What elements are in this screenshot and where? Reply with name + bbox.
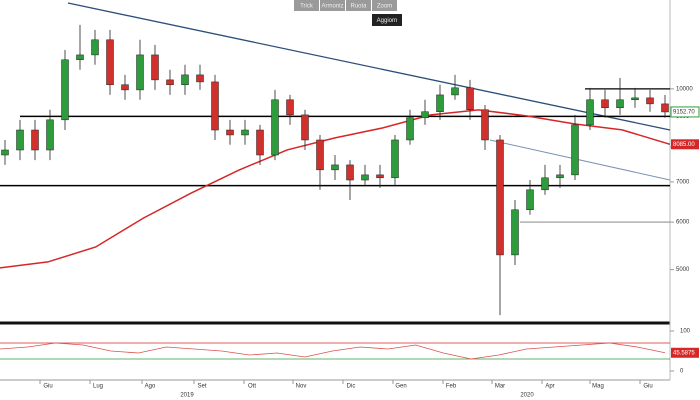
candle-body [436, 94, 444, 112]
last-price-label: 9152.70 [673, 110, 695, 116]
candle-body [286, 99, 294, 116]
candle-body [661, 103, 669, 113]
candle-body [511, 209, 519, 256]
x-tick-label: Nov [296, 384, 307, 390]
candle-body [151, 54, 159, 81]
candle-body [631, 97, 639, 101]
candle-body [46, 119, 54, 151]
candle-body [61, 59, 69, 121]
x-tick-label: Giu [643, 384, 652, 390]
toolbar-button-label[interactable]: Zoom [377, 4, 392, 10]
trendline [67, 2, 671, 131]
indicator-value-box [671, 347, 699, 358]
year-label: 2019 [180, 393, 194, 399]
moving-average [0, 109, 671, 269]
candle-body [121, 84, 129, 91]
candle-body [256, 129, 264, 156]
candle-body [376, 174, 384, 179]
candle-body [16, 129, 24, 151]
y-tick-label: 7000 [676, 179, 690, 185]
x-tick-label: Dic [347, 384, 356, 390]
candle-body [481, 109, 489, 141]
year-label: 2020 [520, 393, 534, 399]
candle-body [451, 87, 459, 96]
candle-body [196, 74, 204, 83]
toolbar-button-label[interactable]: Trick [300, 4, 314, 10]
candle-body [391, 139, 399, 179]
candle-body [526, 189, 534, 211]
candle-body [31, 129, 39, 151]
candle-body [106, 39, 114, 85]
candle-body [646, 97, 654, 105]
candle-body [181, 74, 189, 85]
toolbar-button[interactable] [372, 0, 397, 11]
toolbar-button[interactable] [294, 0, 319, 11]
candle-body [541, 177, 549, 191]
ma-price-box [671, 139, 699, 150]
candle-body [211, 81, 219, 131]
x-tick-label: Feb [446, 384, 457, 390]
candle-body [421, 111, 429, 119]
x-tick-label: Apr [545, 384, 554, 390]
x-tick-label: Ott [248, 384, 256, 390]
candle-body [91, 39, 99, 56]
candle-body [346, 164, 354, 181]
y-tick-label: 0 [680, 369, 684, 375]
candle-body [316, 139, 324, 171]
candle-body [166, 79, 174, 85]
x-tick-label: Set [197, 384, 206, 390]
toolbar-button-label[interactable]: Armoniz [321, 4, 343, 10]
y-tick-label: 6000 [676, 220, 690, 226]
candle-body [241, 129, 249, 136]
refresh-button[interactable] [372, 14, 402, 26]
candle-body [466, 87, 474, 111]
candle-body [616, 99, 624, 109]
candle-body [136, 54, 144, 91]
candle-body [586, 99, 594, 126]
last-price-box [670, 106, 700, 118]
x-tick-label: Giu [43, 384, 52, 390]
toolbar-button[interactable] [346, 0, 371, 11]
x-tick-label: Gen [395, 384, 406, 390]
x-tick-label: Mar [495, 384, 505, 390]
candle-body [226, 129, 234, 136]
candle-body [301, 114, 309, 141]
y-tick-label: 10000 [676, 86, 693, 92]
candle-body [406, 117, 414, 141]
indicator-line [0, 342, 666, 360]
refresh-label[interactable]: Aggiorn [377, 18, 398, 24]
candle-body [76, 54, 84, 61]
indicator-value-label: 45.5875 [673, 350, 695, 356]
toolbar-button-label[interactable]: Ruota [350, 4, 367, 10]
toolbar-button[interactable] [320, 0, 345, 11]
x-tick-label: Lug [93, 384, 103, 390]
trendline [489, 139, 671, 181]
candle-body [571, 124, 579, 176]
x-tick-label: Ago [145, 384, 156, 390]
candle-body [1, 149, 9, 156]
y-tick-label: 5000 [676, 267, 690, 273]
candle-body [496, 139, 504, 256]
x-tick-label: Mag [592, 384, 604, 390]
y-tick-label: 100 [680, 329, 691, 335]
candle-body [361, 174, 369, 181]
candle-body [271, 99, 279, 156]
ma-price-label: 8085.00 [673, 142, 695, 148]
candle-body [556, 174, 564, 179]
candle-body [331, 164, 339, 171]
candle-body [601, 99, 609, 109]
